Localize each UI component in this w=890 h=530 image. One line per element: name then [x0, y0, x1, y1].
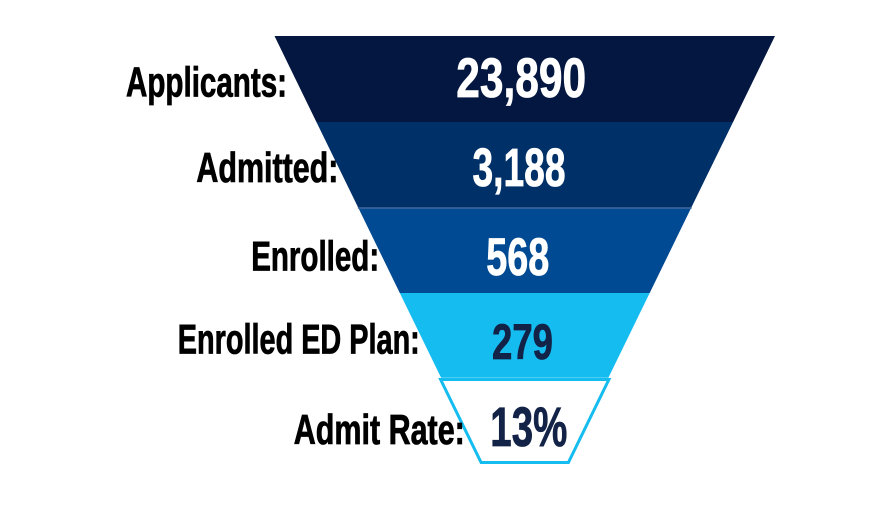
svg-text:23,890: 23,890 [456, 47, 586, 109]
svg-text:568: 568 [486, 228, 549, 287]
svg-text:Admit Rate:: Admit Rate: [294, 407, 465, 453]
svg-text:279: 279 [492, 314, 553, 370]
svg-text:Enrolled:: Enrolled: [251, 233, 379, 279]
svg-text:Applicants:: Applicants: [126, 60, 287, 106]
svg-text:Admitted:: Admitted: [196, 145, 338, 191]
svg-text:Enrolled ED Plan:: Enrolled ED Plan: [178, 317, 420, 363]
svg-text:13%: 13% [490, 396, 567, 458]
svg-text:3,188: 3,188 [473, 138, 566, 198]
